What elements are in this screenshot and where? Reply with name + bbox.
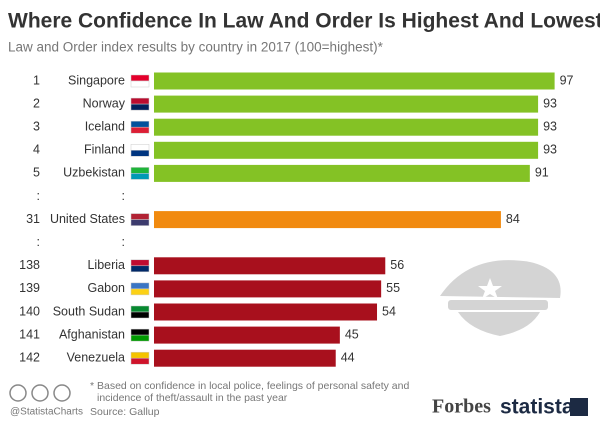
flag	[130, 305, 150, 313]
chart-subtitle: Law and Order index results by country i…	[8, 40, 384, 55]
category-label: Gabon	[87, 281, 125, 295]
flag	[130, 282, 150, 290]
handle: @StatistaCharts	[10, 407, 83, 418]
flag	[130, 80, 150, 88]
license-icons	[9, 384, 71, 402]
value-label: 44	[341, 350, 355, 364]
rank-label: :	[37, 235, 40, 249]
rank-label: 5	[33, 166, 40, 180]
value-label: 97	[560, 73, 574, 87]
statista-logo: statista	[500, 396, 574, 419]
category-label: Norway	[83, 96, 126, 110]
rank-label: 1	[33, 73, 40, 87]
flag	[130, 219, 150, 226]
flag	[130, 288, 150, 296]
rank-label: 3	[33, 119, 40, 133]
rank-label: 138	[19, 258, 40, 272]
value-label: 93	[543, 119, 557, 133]
bar	[154, 72, 555, 90]
forbes-logo: Forbes	[432, 396, 491, 418]
value-label: 45	[345, 327, 359, 341]
rank-label: 140	[19, 304, 40, 318]
category-label: :	[122, 235, 125, 249]
flag	[130, 351, 150, 359]
flag	[130, 126, 150, 134]
category-label: United States	[50, 212, 125, 226]
flag	[130, 213, 150, 220]
category-label: Afghanistan	[59, 327, 125, 341]
flag	[130, 120, 150, 128]
category-label: Uzbekistan	[63, 166, 125, 180]
flag	[130, 334, 150, 342]
bar	[154, 95, 539, 113]
category-label: South Sudan	[53, 304, 125, 318]
bar	[154, 326, 340, 344]
category-label: Iceland	[85, 119, 125, 133]
flag	[130, 357, 150, 365]
police-hat-icon	[440, 260, 561, 336]
rank-label: 2	[33, 96, 40, 110]
footnote: * Based on confidence in local police, f…	[90, 380, 409, 404]
value-label: 91	[535, 166, 549, 180]
value-label: 93	[543, 143, 557, 157]
flag	[130, 103, 150, 111]
rank-label: 31	[26, 212, 40, 226]
flag	[130, 74, 150, 82]
source: Source: Gallup	[90, 406, 160, 418]
flag	[130, 144, 150, 151]
statista-logo-mark	[570, 398, 588, 416]
flag	[130, 311, 150, 319]
chart-title: Where Confidence In Law And Order Is Hig…	[8, 10, 600, 33]
bar	[154, 211, 501, 229]
bar	[154, 349, 336, 367]
rank-label: :	[37, 189, 40, 203]
bar	[154, 141, 539, 159]
category-label: Venezuela	[67, 350, 125, 364]
rank-label: 141	[19, 327, 40, 341]
flag	[130, 328, 150, 336]
value-label: 54	[382, 304, 396, 318]
bar	[154, 118, 539, 136]
category-label: :	[122, 189, 125, 203]
flag	[130, 167, 150, 174]
flag	[130, 265, 150, 273]
value-label: 55	[386, 281, 400, 295]
category-label: Finland	[84, 143, 125, 157]
rank-label: 142	[19, 350, 40, 364]
value-label: 93	[543, 96, 557, 110]
flag	[130, 259, 150, 267]
bar	[154, 303, 378, 321]
value-label: 84	[506, 212, 520, 226]
flag	[130, 97, 150, 105]
bar	[154, 257, 386, 275]
bar	[154, 164, 530, 182]
rank-label: 4	[33, 143, 40, 157]
category-label: Liberia	[87, 258, 125, 272]
rank-label: 139	[19, 281, 40, 295]
flag	[130, 150, 150, 157]
category-label: Singapore	[68, 73, 125, 87]
value-label: 56	[390, 258, 404, 272]
flag	[130, 173, 150, 180]
bar	[154, 280, 382, 298]
